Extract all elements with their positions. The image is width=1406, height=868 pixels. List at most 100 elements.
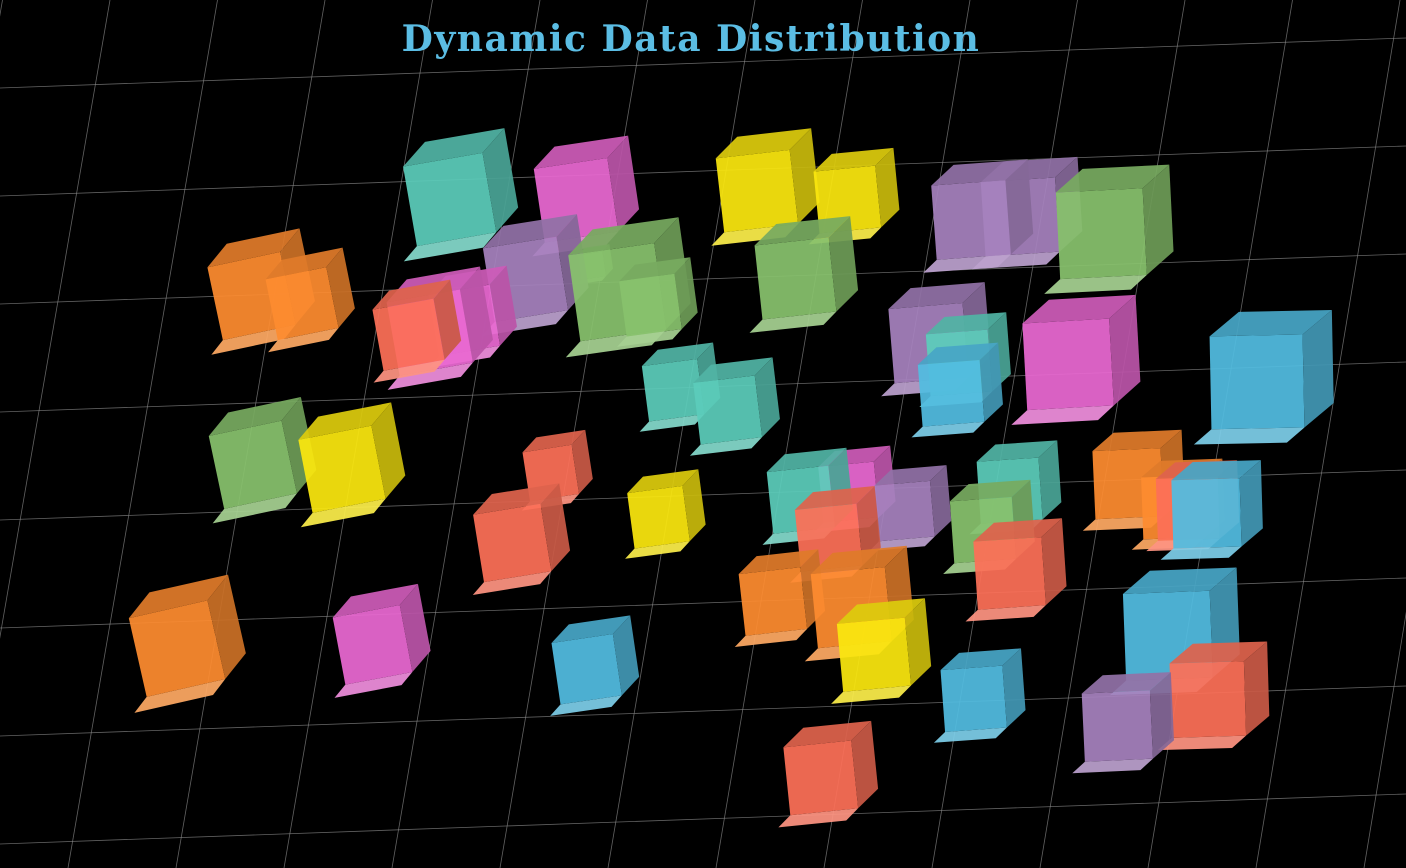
cube-side-face [607, 135, 640, 232]
cube-side-face [612, 615, 640, 696]
cube-front-face [1169, 661, 1247, 738]
data-point-cube [1044, 164, 1174, 294]
grid-line-vertical [0, 0, 111, 639]
cube-top-face [522, 429, 586, 453]
cube-side-face [856, 485, 881, 566]
cube-top-face [1081, 672, 1171, 694]
cube-top-face [738, 549, 819, 575]
cube-top-face [265, 247, 343, 280]
cube-side-face [399, 583, 431, 673]
cube-top-face [372, 279, 451, 310]
cube-bottom-face [617, 329, 682, 347]
cube-top-face [473, 483, 560, 515]
cube-top-face [810, 545, 907, 575]
cube-top-face [917, 342, 999, 365]
cube-top-face [568, 217, 679, 256]
cube-bottom-face [1044, 274, 1147, 294]
data-point-cube [1193, 310, 1334, 445]
cube-front-face [738, 567, 808, 636]
cube-bottom-face [550, 695, 622, 716]
cube-front-face [265, 267, 339, 341]
grid-line-horizontal [0, 145, 1406, 197]
cube-top-face [332, 583, 418, 618]
cube-side-face [789, 128, 820, 224]
cube-front-face [641, 358, 705, 422]
cube-top-face [619, 257, 691, 282]
cube-front-face [715, 149, 799, 233]
cube-bottom-face [734, 628, 808, 647]
cube-side-face [1149, 672, 1174, 759]
chart-title: Dynamic Data Distribution [401, 18, 981, 60]
cube-top-face [973, 518, 1062, 542]
cube-bottom-face [1157, 735, 1247, 751]
cube-top-face [976, 440, 1058, 462]
grid-line-horizontal [0, 793, 1406, 845]
cube-bottom-face [1072, 758, 1153, 774]
cube-front-face [1022, 318, 1114, 411]
cube-side-face [459, 266, 493, 363]
data-point-cube [265, 247, 355, 353]
cube-top-face [627, 469, 699, 494]
cube-side-face [1109, 294, 1141, 406]
cube-front-face [813, 165, 882, 234]
cube-side-face [1038, 440, 1062, 520]
cube-side-face [828, 216, 859, 312]
cube-top-face [888, 282, 985, 310]
cube-front-face [973, 537, 1046, 610]
data-point-cube [1160, 460, 1263, 560]
cube-top-face [1022, 294, 1136, 324]
cube-bottom-face [211, 324, 296, 355]
data-point-cube [1011, 294, 1141, 425]
cube-bottom-face [831, 685, 912, 704]
cube-bottom-face [911, 421, 985, 438]
cube-side-face [929, 465, 952, 537]
cube-front-face [403, 152, 497, 247]
cube-top-face [1169, 641, 1268, 664]
cube-top-face [403, 128, 505, 167]
cube-front-face [627, 485, 690, 549]
cube-side-face [489, 265, 517, 346]
data-point-cube [933, 648, 1026, 743]
grid-line-horizontal [0, 37, 1406, 89]
cube-side-face [875, 147, 900, 228]
data-point-cube [128, 574, 246, 713]
cube-bottom-face [1160, 546, 1242, 560]
data-point-cube [831, 598, 932, 704]
data-point-cube [749, 216, 859, 333]
cube-side-face [1243, 641, 1270, 736]
cube-side-face [371, 402, 406, 499]
cube-bottom-face [749, 311, 837, 333]
cube-side-face [979, 342, 1003, 422]
cube-top-face [1209, 310, 1332, 337]
data-point-cube [734, 549, 826, 647]
cube-top-face [925, 312, 1007, 335]
cube-front-face [940, 665, 1007, 732]
cube-bottom-face [639, 414, 705, 432]
grid-line-vertical [1255, 0, 1401, 868]
cube-side-face [207, 574, 246, 680]
data-point-cube [332, 583, 431, 698]
data-point-cube [617, 257, 698, 347]
cube-top-face [794, 485, 875, 510]
cube-bottom-face [869, 536, 935, 552]
cube-top-face [836, 598, 925, 624]
cube-side-face [1041, 518, 1067, 606]
cube-top-face [533, 135, 629, 169]
cube-bottom-face [212, 493, 297, 524]
data-point-cube [1072, 672, 1174, 774]
cube-bottom-face [1193, 427, 1305, 445]
cube-top-face [207, 228, 300, 268]
data-point-cube [923, 159, 1034, 273]
cube-front-face [619, 273, 682, 337]
cube-top-face [1092, 429, 1182, 452]
cube-side-face [1002, 648, 1026, 728]
data-point-cube [625, 469, 706, 559]
cube-top-face [128, 574, 229, 619]
data-point-cube [372, 279, 462, 383]
data-point-cube [639, 342, 721, 432]
cube-bottom-face [300, 498, 386, 528]
cube-side-face [326, 247, 355, 328]
cube-bottom-face [387, 362, 473, 390]
cube-top-face [298, 402, 392, 440]
